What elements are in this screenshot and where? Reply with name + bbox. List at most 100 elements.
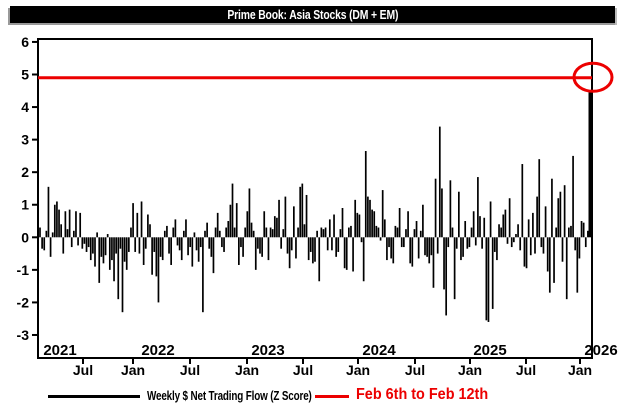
bar (221, 237, 223, 248)
x-tick-label: Jan (346, 362, 370, 378)
legend-red-line-swatch (315, 395, 349, 398)
y-tick-label: 1 (21, 197, 29, 213)
bar (438, 126, 441, 238)
bar (41, 237, 43, 249)
bar (565, 237, 568, 300)
bar (409, 237, 412, 264)
bar (434, 178, 437, 238)
y-tick-label: 4 (21, 99, 29, 115)
x-tick-label: Jul (516, 362, 536, 378)
bar (428, 237, 431, 264)
bar (68, 209, 71, 238)
bar (576, 237, 579, 293)
bar (257, 237, 259, 249)
bar (96, 232, 98, 238)
y-tick-label: -1 (17, 262, 30, 278)
bar (144, 237, 147, 249)
year-labels: 2021 2022 2023 2024 2025 2026 (43, 342, 617, 359)
bar (396, 227, 399, 238)
bar (472, 211, 475, 238)
bar (208, 237, 211, 249)
bar (134, 237, 137, 252)
bar (106, 234, 109, 238)
bar (474, 237, 477, 246)
bar (187, 237, 189, 256)
bar (331, 237, 333, 251)
bar (502, 214, 505, 238)
bar (206, 222, 208, 238)
bar (320, 227, 323, 238)
bar (394, 225, 397, 238)
bar (45, 230, 48, 238)
bar (168, 237, 170, 254)
x-tick-label: Jul (405, 362, 425, 378)
bar (142, 237, 145, 265)
bar (487, 237, 490, 322)
bar (568, 227, 570, 238)
bar (574, 237, 577, 251)
bar (504, 209, 507, 238)
bar (210, 237, 213, 257)
bar (529, 237, 532, 256)
bar (305, 194, 308, 238)
bar (582, 222, 585, 238)
bar (341, 208, 344, 238)
bar (172, 227, 175, 238)
bar (481, 237, 483, 249)
bar (47, 186, 50, 238)
bar (244, 227, 247, 238)
bar (498, 224, 500, 238)
bar (436, 237, 439, 254)
bar (290, 237, 293, 251)
bar (506, 237, 509, 244)
bar (350, 225, 352, 238)
bar (265, 227, 268, 238)
bar (312, 237, 314, 264)
bar (388, 237, 390, 248)
bar (235, 203, 238, 238)
bar (540, 237, 543, 248)
bar (43, 237, 46, 251)
bar (379, 237, 382, 241)
bar (470, 227, 473, 238)
bar (343, 237, 346, 269)
bar (451, 227, 454, 238)
bar (132, 203, 134, 238)
bar (570, 225, 572, 238)
bar (113, 237, 115, 282)
bar (508, 198, 511, 238)
bar (254, 237, 257, 270)
bar (295, 237, 297, 259)
bar (214, 227, 217, 238)
x-tick-label: Jan (568, 362, 592, 378)
chart-title: Prime Book: Asia Stocks (DM + EM) (227, 7, 398, 22)
bar (405, 229, 407, 238)
y-tick-label: -2 (17, 294, 30, 310)
bar (70, 237, 73, 248)
bar (584, 237, 587, 248)
bar (415, 221, 418, 238)
bar (413, 229, 416, 238)
bar (322, 229, 325, 238)
bar (166, 225, 168, 238)
bar (462, 237, 464, 257)
legend-highlight-label: Feb 6th to Feb 12th (356, 386, 489, 403)
bar (51, 232, 54, 238)
bar (104, 237, 107, 256)
bar (153, 237, 156, 252)
bar (147, 214, 149, 238)
bar (587, 230, 589, 238)
bar (119, 237, 122, 249)
bar (485, 237, 488, 321)
bar (557, 198, 560, 238)
bar (316, 230, 318, 238)
bar (468, 237, 471, 248)
bar (546, 237, 549, 272)
bar (75, 211, 77, 238)
bar (356, 212, 359, 238)
bar (183, 230, 185, 238)
bar (299, 186, 302, 238)
plot-frame (37, 38, 593, 359)
bar (354, 199, 357, 238)
bar (430, 237, 433, 256)
